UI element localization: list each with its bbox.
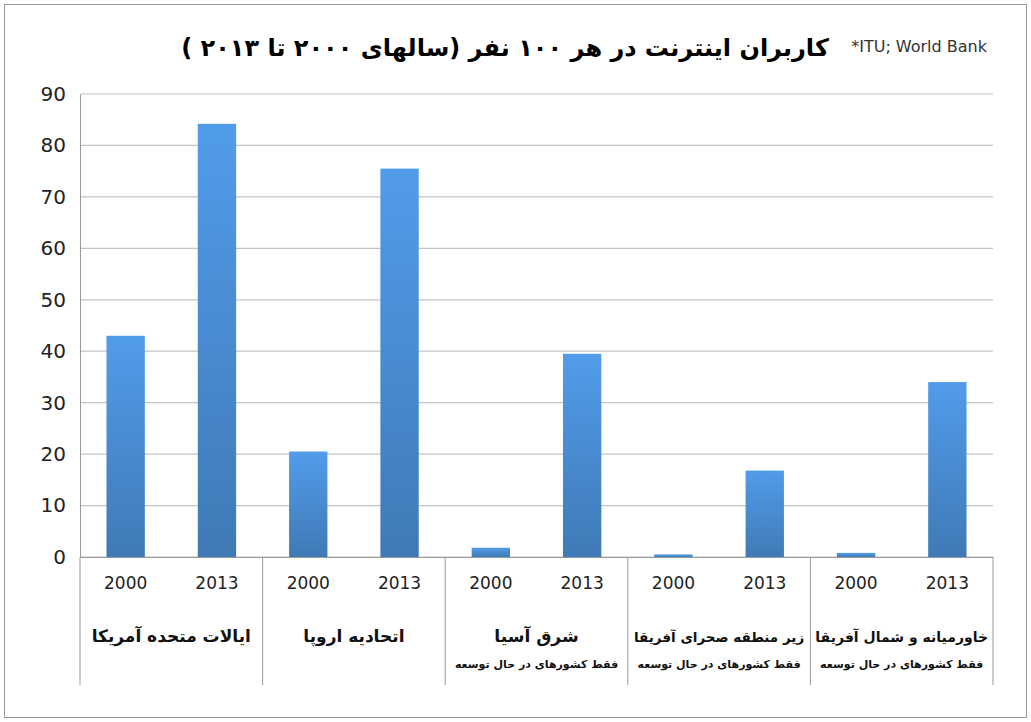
group-separator	[262, 557, 263, 685]
bar	[198, 124, 236, 557]
y-tick: 20	[41, 442, 80, 466]
x-tick-label: 2000	[104, 573, 147, 593]
x-tick-label: 2013	[743, 573, 786, 593]
group-separator	[445, 557, 446, 685]
group-separator	[627, 557, 628, 685]
x-axis-line	[81, 557, 994, 558]
group-note: فقط کشورهای در حال توسعه	[455, 658, 618, 671]
y-tick-label: 30	[41, 391, 66, 415]
y-tick: 90	[41, 82, 80, 106]
y-tick: 60	[41, 236, 80, 260]
bar	[746, 471, 784, 557]
y-tick-label: 70	[41, 185, 66, 209]
y-axis: 0 10 20 30 40 50 60 70 80 90	[41, 82, 81, 569]
bar	[837, 553, 875, 557]
title: کاربران اینترنت در هر ۱۰۰ نفر (سالهای ۲۰…	[181, 34, 829, 62]
y-tick-label: 80	[41, 133, 66, 157]
group-label: خاورمیانه و شمال آفریقا	[815, 628, 988, 646]
group-separator	[810, 557, 811, 685]
y-tick: 10	[41, 493, 80, 517]
y-tick: 0	[53, 545, 80, 569]
grid-line	[80, 93, 993, 94]
x-tick-label: 2000	[834, 573, 877, 593]
bar	[472, 548, 510, 557]
y-tick-label: 20	[41, 442, 66, 466]
x-tick-label: 2013	[195, 573, 238, 593]
group-label: شرق آسیا	[494, 625, 578, 647]
bar	[928, 382, 966, 557]
y-tick: 40	[41, 339, 80, 363]
x-tick: 2013	[195, 557, 238, 593]
group-note: فقط کشورهای در حال توسعه	[638, 658, 801, 671]
y-tick: 50	[41, 288, 80, 312]
x-tick-label: 2000	[287, 573, 330, 593]
chart: 0102030405060708090200020132000201320002…	[0, 0, 1031, 722]
y-tick-label: 10	[41, 493, 66, 517]
bar	[654, 554, 692, 557]
x-tick-label: 2013	[378, 573, 421, 593]
bar	[289, 452, 327, 557]
y-tick-label: 90	[41, 82, 66, 106]
bars	[106, 124, 966, 557]
x-tick: 2000	[469, 557, 512, 593]
x-tick: 2000	[652, 557, 695, 593]
bar	[563, 354, 601, 557]
group-separator	[80, 557, 81, 685]
x-tick: 2013	[378, 557, 421, 593]
x-tick-label: 2013	[561, 573, 604, 593]
x-tick: 2013	[926, 557, 969, 593]
y-tick: 80	[41, 133, 80, 157]
x-tick: 2000	[287, 557, 330, 593]
x-tick: 2000	[104, 557, 147, 593]
group-label: زیر منطقه صحرای آفریقا	[634, 629, 804, 645]
group-label: اتحادیه اروپا	[303, 626, 404, 647]
x-tick: 2000	[834, 557, 877, 593]
y-tick-label: 50	[41, 288, 66, 312]
x-tick-label: 2013	[926, 573, 969, 593]
group-note: فقط کشورهای در حال توسعه	[820, 658, 983, 671]
x-tick: 2013	[561, 557, 604, 593]
x-tick: 2013	[743, 557, 786, 593]
y-tick-label: 0	[53, 545, 66, 569]
x-axis: 2000 2013 2000 2013 2000 2013 2000 2013 2000 2013	[81, 557, 994, 593]
y-tick-label: 60	[41, 236, 66, 260]
group-label: ایالات متحده آمریکا	[92, 625, 251, 647]
x-tick-label: 2000	[652, 573, 695, 593]
frame	[5, 5, 1027, 718]
y-tick: 70	[41, 185, 80, 209]
x-tick-label: 2000	[469, 573, 512, 593]
source: *ITU; World Bank	[851, 37, 988, 56]
bar	[380, 169, 418, 557]
groups: ایالات متحده آمریکا اتحادیه اروپا شرق آسیا…	[80, 557, 993, 685]
bar	[106, 336, 144, 557]
grid	[80, 94, 993, 557]
y-axis-line	[80, 95, 81, 558]
group-separator	[993, 557, 994, 685]
y-tick: 30	[41, 391, 80, 415]
y-tick-label: 40	[41, 339, 66, 363]
